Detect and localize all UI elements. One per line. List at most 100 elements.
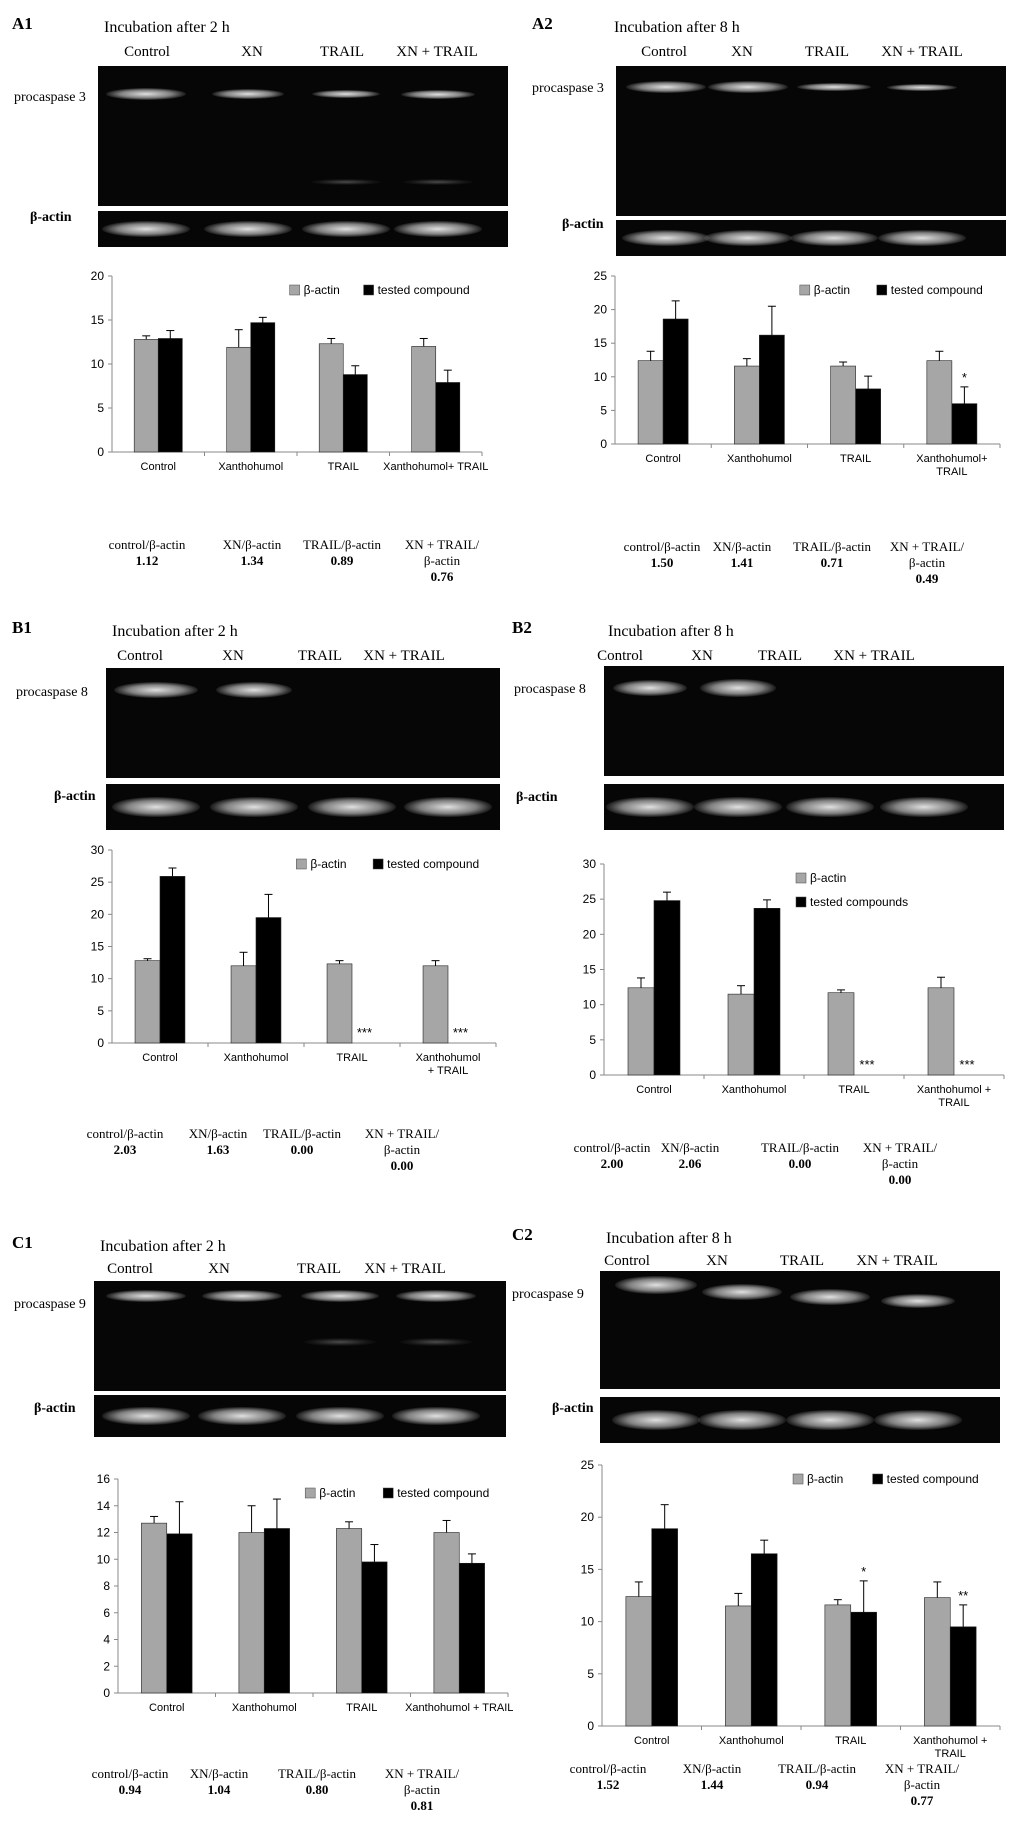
ratio-label: control/β-actin: [108, 537, 186, 552]
procaspase-band: [106, 88, 186, 100]
legend-label: β-actin: [810, 871, 846, 885]
blot-label: procaspase 3: [14, 90, 86, 105]
actin-band: [296, 1406, 384, 1426]
ratio-label: TRAIL/β-actin: [302, 537, 382, 552]
lane-label: TRAIL: [804, 44, 850, 60]
x-tick-label: Control: [634, 1735, 669, 1747]
panel-title: Incubation after 8 h: [606, 1230, 732, 1247]
actin-band: [308, 796, 396, 818]
y-tick-label: 20: [91, 907, 105, 921]
ratio: XN/β-actin 1.44: [683, 1761, 742, 1793]
procaspase-band: [700, 679, 776, 697]
actin-band: [694, 796, 782, 818]
x-tick-label: Control: [149, 1702, 184, 1714]
ratio-label: XN + TRAIL/ β-actin: [404, 537, 480, 568]
ratio-label: XN/β-actin: [189, 1766, 249, 1781]
x-tick-label: Xanthohumol +: [917, 1084, 991, 1096]
legend-swatch: [382, 1487, 394, 1499]
y-tick-label: 5: [587, 1667, 594, 1681]
procaspase-blot: [94, 1281, 506, 1391]
bar: [133, 339, 159, 453]
bar: [250, 322, 276, 453]
ratio-value: 1.34: [240, 553, 264, 568]
ratio: TRAIL/β-actin 0.94: [778, 1761, 856, 1793]
panel-label: A2: [532, 14, 553, 33]
ratio: control/β-actin 1.50: [624, 539, 701, 571]
bar: [637, 360, 664, 445]
procaspase-band: [401, 89, 475, 99]
ratio-value: 0.76: [430, 569, 454, 584]
significance-mark: *: [962, 370, 967, 385]
lane-label: XN + TRAIL: [364, 1261, 446, 1277]
lane-label: TRAIL: [779, 1253, 825, 1269]
legend-swatch: [876, 284, 888, 296]
x-tick-label: Xanthohumol: [224, 1052, 289, 1064]
legend-label: β-actin: [310, 857, 346, 871]
ratio: TRAIL/β-actin 0.00: [761, 1140, 839, 1172]
y-tick-label: 10: [581, 1615, 595, 1629]
panel-title: Incubation after 2 h: [104, 19, 230, 36]
y-tick-label: 8: [103, 1579, 110, 1593]
ratio-label: TRAIL/β-actin: [277, 1766, 357, 1781]
actin-band: [198, 1406, 286, 1426]
y-tick-label: 20: [91, 269, 105, 283]
y-tick-label: 0: [103, 1686, 110, 1700]
actin-band: [612, 1409, 700, 1431]
procaspase-blot: [98, 66, 508, 206]
ratio-label: XN + TRAIL/ β-actin: [862, 1140, 938, 1171]
x-tick-label: Control: [141, 461, 176, 473]
lane-label: XN: [208, 1261, 230, 1277]
procaspase-band: [626, 81, 706, 93]
ratio: XN + TRAIL/ β-actin 0.76: [405, 537, 479, 585]
lane-label: XN + TRAIL: [396, 44, 478, 60]
legend-swatch: [872, 1473, 883, 1485]
procaspase-band: [202, 1290, 282, 1303]
bar: [753, 908, 781, 1076]
x-tick-label: Control: [645, 453, 680, 465]
bar: [926, 360, 953, 445]
ratio-label: control/β-actin: [623, 539, 701, 554]
ratio-value: 1.44: [700, 1777, 724, 1792]
procaspase-band: [790, 1288, 870, 1305]
bar: [850, 1611, 877, 1727]
panel-label: B2: [512, 618, 532, 637]
bar: [361, 1561, 388, 1694]
x-tick-label: Xanthohumol: [722, 1084, 787, 1096]
ratio: XN + TRAIL/ β-actin 0.00: [863, 1140, 937, 1188]
x-tick-label: Xanthohumol + TRAIL: [405, 1702, 513, 1714]
bar: [924, 1597, 951, 1727]
procaspase-band: [114, 682, 198, 698]
actin-label: β-actin: [30, 210, 72, 225]
cleaved-band: [403, 179, 473, 186]
blot-label: procaspase 3: [532, 81, 604, 96]
panel-a2: A2 Incubation after 8 h Control XN TRAIL XN…: [532, 14, 1012, 594]
panel-label: C1: [12, 1233, 33, 1252]
bar: [134, 960, 161, 1044]
blot-label: procaspase 9: [512, 1287, 584, 1302]
legend-label: β-actin: [807, 1472, 843, 1486]
y-tick-label: 16: [97, 1472, 111, 1486]
bar: [759, 334, 785, 445]
ratio: XN + TRAIL/ β-actin 0.49: [890, 539, 964, 587]
y-tick-label: 10: [97, 1552, 111, 1566]
y-tick-label: 25: [583, 892, 597, 906]
procaspase-band: [881, 1293, 955, 1308]
bar: [422, 965, 449, 1044]
significance-mark: ***: [859, 1057, 874, 1072]
y-tick-label: 25: [581, 1458, 595, 1472]
significance-mark: ***: [453, 1025, 468, 1040]
x-tick-label: TRAIL: [840, 453, 871, 465]
ratio-value: 0.94: [118, 1782, 142, 1797]
procaspase-band: [615, 1276, 697, 1295]
legend-label: tested compounds: [810, 895, 908, 909]
cleaved-band: [400, 1337, 472, 1346]
actin-band: [392, 1406, 480, 1426]
actin-label: β-actin: [34, 1401, 76, 1416]
legend-label: tested compound: [387, 857, 479, 871]
panel-title: Incubation after 2 h: [112, 623, 238, 640]
actin-band: [786, 796, 874, 818]
y-tick-label: 15: [91, 940, 105, 954]
x-tick-label: TRAIL: [938, 1097, 969, 1109]
